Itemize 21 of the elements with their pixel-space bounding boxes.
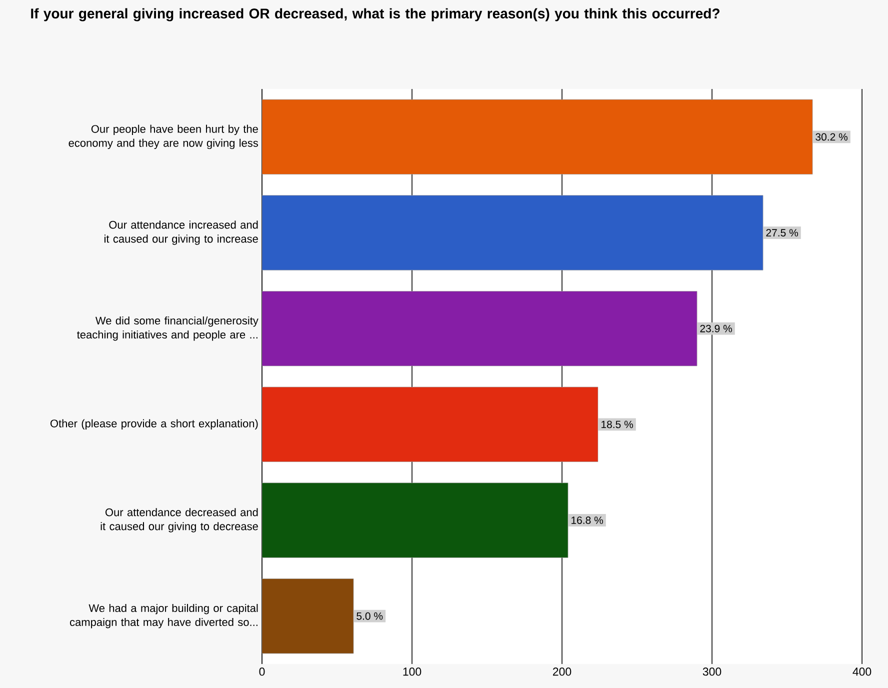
y-tick-label: We had a major building or capital campaign that may have diverted so... xyxy=(70,604,258,628)
y-tick-label: Our attendance decreased and it caused our giving to decrease xyxy=(100,508,258,532)
x-tick-label: 0 xyxy=(259,668,265,676)
y-tick-label: Our people have been hurt by the economy and they are now giving less xyxy=(68,124,258,150)
annotation: 16.8 % xyxy=(572,516,604,524)
x-tick-label: 100 xyxy=(403,668,422,676)
annotation: 30.2 % xyxy=(816,133,848,141)
bar xyxy=(262,195,764,270)
x-tick-label: 200 xyxy=(552,668,572,676)
bar xyxy=(262,578,354,654)
chart-title: If your general giving increased OR decreased, what is the primary reason(s) you think this occurred? xyxy=(31,8,720,22)
x-tick-label: 300 xyxy=(702,668,722,676)
bar xyxy=(262,386,598,462)
annotation: 27.5 % xyxy=(766,229,798,236)
y-tick-label: Our attendance increased and it caused our giving to increase xyxy=(104,220,258,245)
annotation: 18.5 % xyxy=(602,420,634,428)
y-tick-label: Other (please provide a short explanation) xyxy=(50,419,258,430)
x-tick-label: 400 xyxy=(852,668,872,676)
annotation: 5.0 % xyxy=(356,612,383,620)
y-tick-label: We did some financial/generosity teaching initiatives and people are ... xyxy=(77,316,258,341)
annotation: 23.9 % xyxy=(700,324,732,332)
